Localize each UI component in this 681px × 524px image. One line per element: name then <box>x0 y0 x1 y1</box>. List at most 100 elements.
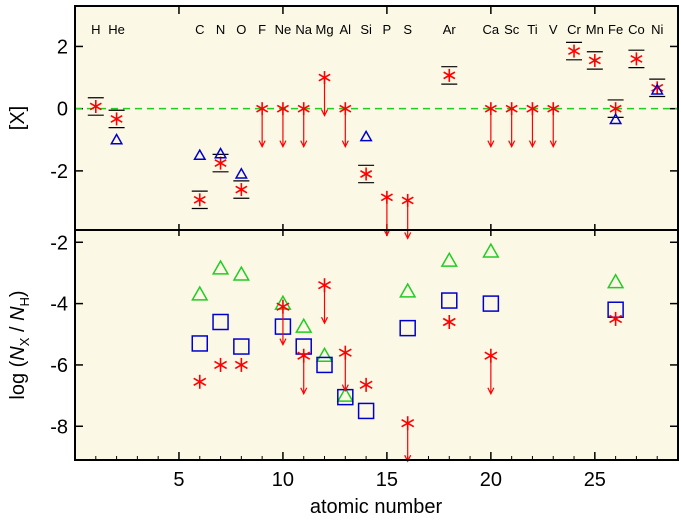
element-label: S <box>403 22 412 37</box>
bottom-square-point <box>191 335 209 352</box>
bottom-y-tick-label: -2 <box>50 232 68 254</box>
bottom-asterisk-point <box>234 357 248 372</box>
top-asterisk-point <box>588 53 601 67</box>
top-triangle-point <box>110 133 124 145</box>
top-panel-marks <box>87 41 666 240</box>
top-y-tick-label: 0 <box>57 99 68 121</box>
x-tick-label: 5 <box>173 469 184 491</box>
element-label: Cr <box>567 22 581 37</box>
bottom-asterisk-point <box>318 278 331 293</box>
bottom-asterisk-point <box>338 345 352 360</box>
top-y-tick-label: 2 <box>57 36 68 58</box>
element-label: Co <box>628 22 645 37</box>
element-label: Mg <box>315 22 333 37</box>
element-label: F <box>258 22 266 37</box>
element-label: Al <box>340 22 352 37</box>
x-tick-label: 10 <box>272 469 294 491</box>
top-asterisk-point <box>193 193 206 207</box>
error-bar <box>87 97 104 116</box>
top-asterisk-point <box>297 102 310 116</box>
bottom-square-point <box>482 295 500 312</box>
bottom-asterisk-point <box>193 374 207 389</box>
bottom-panel-frame <box>74 229 679 461</box>
element-label: Ne <box>275 22 292 37</box>
element-label: Si <box>360 22 372 37</box>
bottom-asterisk-point <box>276 299 290 314</box>
top-asterisk-point <box>547 102 560 116</box>
bottom-triangle-point <box>295 317 313 333</box>
error-bar <box>212 153 229 173</box>
bottom-asterisk-point <box>442 315 456 329</box>
bottom-asterisk-point <box>214 357 228 372</box>
bottom-triangle-point <box>440 251 458 267</box>
bottom-triangle-point <box>191 285 209 301</box>
error-bar <box>566 41 583 61</box>
element-label: Sc <box>504 22 520 37</box>
bottom-y-axis-label: log (NX / NH) <box>7 290 32 399</box>
error-bar <box>358 164 375 184</box>
element-label: Fe <box>608 22 623 37</box>
bottom-square-point <box>212 313 229 331</box>
error-bar <box>191 190 208 210</box>
bottom-asterisk-point <box>484 348 498 363</box>
bottom-triangle-point <box>606 273 625 289</box>
x-tick-label: 20 <box>480 469 502 491</box>
top-asterisk-point <box>484 102 497 116</box>
top-asterisk-point <box>339 102 352 116</box>
error-bar <box>607 99 624 118</box>
top-asterisk-point <box>235 183 248 197</box>
element-label: V <box>549 22 558 37</box>
top-asterisk-point <box>443 68 456 82</box>
bottom-asterisk-point <box>609 311 623 326</box>
x-axis-label: atomic number <box>310 496 443 518</box>
bottom-triangle-point <box>232 265 250 281</box>
top-triangle-point <box>359 129 373 142</box>
top-asterisk-point <box>110 112 123 126</box>
bottom-square-point <box>316 356 333 374</box>
x-tick-label: 15 <box>376 469 398 491</box>
top-asterisk-point <box>526 102 539 116</box>
top-triangle-point <box>234 167 248 179</box>
element-label: Mn <box>586 22 604 37</box>
top-asterisk-point <box>630 52 643 66</box>
top-asterisk-point <box>276 102 289 116</box>
top-triangle-point <box>193 148 207 161</box>
bottom-square-point <box>357 402 375 420</box>
element-labels: H He C N O F Ne Na Mg Al Si P S Ar Ca Sc Ti V Cr Mn Fe Co Ni <box>91 22 663 37</box>
element-label: C <box>195 22 204 37</box>
bottom-triangle-point <box>399 282 417 298</box>
top-asterisk-point <box>609 102 622 116</box>
error-bar <box>233 180 250 199</box>
top-panel-background <box>75 6 678 230</box>
bottom-y-tick-label: -6 <box>50 355 68 377</box>
x-tick-label: 25 <box>584 469 606 491</box>
bottom-y-tick-label: -4 <box>50 294 68 316</box>
top-asterisk-point <box>401 193 414 207</box>
bottom-panel-ticks: -8-6-4-25 10 15 20 25 <box>50 6 678 491</box>
top-triangle-point <box>609 112 623 125</box>
element-label: N <box>216 22 225 37</box>
element-label: Ti <box>527 22 537 37</box>
bottom-triangle-point <box>315 346 334 362</box>
bottom-asterisk-point <box>401 416 415 431</box>
element-label: H <box>91 22 100 37</box>
bottom-y-tick-label: -8 <box>50 416 68 438</box>
top-asterisk-point <box>318 71 331 85</box>
top-asterisk-point <box>568 44 581 58</box>
bottom-panel-background <box>75 230 678 460</box>
bottom-triangle-point <box>336 386 354 402</box>
top-triangle-point <box>214 147 228 159</box>
element-label: O <box>236 22 246 37</box>
error-bar <box>441 66 458 85</box>
element-label: Ca <box>483 22 500 37</box>
top-asterisk-point <box>256 102 269 116</box>
element-label: P <box>383 22 392 37</box>
top-triangle-point <box>650 83 664 95</box>
top-asterisk-point <box>360 167 373 181</box>
bottom-triangle-point <box>482 242 500 258</box>
element-label: Ar <box>443 22 457 37</box>
bottom-square-point <box>399 319 416 337</box>
element-label: Ni <box>651 22 663 37</box>
bottom-asterisk-point <box>297 348 311 363</box>
